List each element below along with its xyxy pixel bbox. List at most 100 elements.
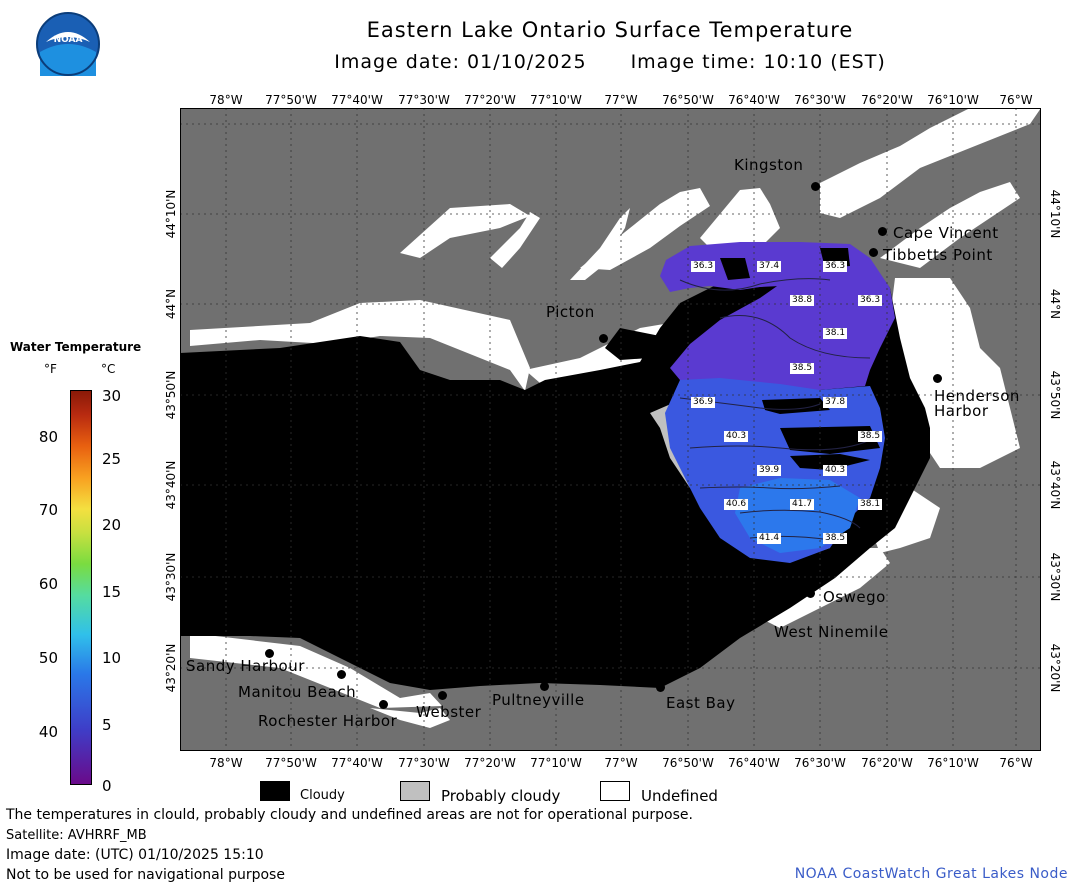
footer-credit: NOAA CoastWatch Great Lakes Node <box>794 866 1068 882</box>
place-label: Sandy Harbour <box>186 657 305 675</box>
place-label: Tibbetts Point <box>883 246 993 264</box>
lon-label-bottom: 78°W <box>209 756 243 770</box>
legend-label-undefined: Undefined <box>641 787 718 805</box>
place-label: Pultneyville <box>492 691 585 709</box>
lon-label-bottom: 77°30'W <box>398 756 450 770</box>
temp-reading: 41.4 <box>757 533 782 544</box>
lon-label-top: 76°50'W <box>662 93 714 107</box>
lat-label-left: 43°40'N <box>164 460 178 510</box>
lon-label-top: 77°40'W <box>331 93 383 107</box>
lake-map <box>180 108 1041 751</box>
svg-text:NOAA: NOAA <box>54 35 83 45</box>
place-dot <box>806 589 815 598</box>
lon-label-top: 77°30'W <box>398 93 450 107</box>
lon-label-top: 76°20'W <box>861 93 913 107</box>
temp-reading: 36.3 <box>823 261 848 272</box>
lon-label-bottom: 76°20'W <box>861 756 913 770</box>
lat-label-right: 43°40'N <box>1048 460 1062 510</box>
lon-label-top: 77°W <box>604 93 638 107</box>
footer-satellite: Satellite: AVHRRF_MB <box>6 828 147 843</box>
image-time: Image time: 10:10 (EST) <box>630 51 886 73</box>
place-label: East Bay <box>666 694 736 712</box>
place-label: Manitou Beach <box>238 683 357 701</box>
lat-label-right: 43°20'N <box>1048 643 1062 693</box>
lon-label-top: 76°10'W <box>927 93 979 107</box>
temp-reading: 38.1 <box>823 328 848 339</box>
temp-reading: 38.8 <box>790 295 815 306</box>
place-dot <box>337 670 346 679</box>
lon-label-bottom: 76°50'W <box>662 756 714 770</box>
colorbar-tick-c: 25 <box>102 450 122 468</box>
lon-label-top: 76°40'W <box>728 93 780 107</box>
place-dot <box>656 683 665 692</box>
place-label: Webster <box>416 703 482 721</box>
temp-reading: 37.8 <box>823 397 848 408</box>
legend-swatch-cloudy <box>260 781 290 801</box>
colorbar-tick-c: 5 <box>102 716 112 734</box>
temp-reading: 36.3 <box>691 261 716 272</box>
temp-reading: 38.1 <box>858 499 883 510</box>
temp-reading: 38.5 <box>790 363 815 374</box>
colorbar-unit-c: °C <box>101 362 116 376</box>
place-label: Rochester Harbor <box>258 712 398 730</box>
place-label: West Ninemile <box>774 623 889 641</box>
temp-reading: 40.3 <box>823 465 848 476</box>
temp-reading: 40.3 <box>724 431 749 442</box>
temp-reading: 37.4 <box>757 261 782 272</box>
lat-label-right: 44°N <box>1048 288 1062 320</box>
footer-disclaimer: The temperatures in clould, probably clo… <box>6 807 693 823</box>
place-dot <box>438 691 447 700</box>
place-dot <box>933 374 942 383</box>
temp-reading: 41.7 <box>790 499 815 510</box>
temp-reading: 38.5 <box>858 431 883 442</box>
place-dot <box>540 682 549 691</box>
map-subtitle: Image date: 01/10/2025 Image time: 10:10 … <box>180 51 1040 73</box>
temp-reading: 38.5 <box>823 533 848 544</box>
place-dot <box>265 649 274 658</box>
map-frame <box>180 108 1041 751</box>
place-dot <box>878 227 887 236</box>
temp-reading: 36.9 <box>691 397 716 408</box>
colorbar-tick-f: 70 <box>38 501 58 519</box>
colorbar-tick-c: 10 <box>102 649 122 667</box>
colorbar-unit-f: °F <box>44 362 57 376</box>
lon-label-bottom: 76°W <box>999 756 1033 770</box>
colorbar-tick-c: 30 <box>102 387 122 405</box>
lat-label-left: 43°30'N <box>164 552 178 602</box>
noaa-logo: NOAA <box>36 12 100 76</box>
colorbar-tick-f: 80 <box>38 428 58 446</box>
lon-label-top: 77°50'W <box>265 93 317 107</box>
lat-label-left: 43°20'N <box>164 643 178 693</box>
legend-label-probably-cloudy: Probably cloudy <box>441 787 561 805</box>
place-dot <box>599 334 608 343</box>
cloudy-bay <box>605 328 680 360</box>
lon-label-bottom: 77°W <box>604 756 638 770</box>
legend-swatch-undefined <box>600 781 630 801</box>
lon-label-bottom: 77°50'W <box>265 756 317 770</box>
lon-label-top: 77°20'W <box>464 93 516 107</box>
lon-label-bottom: 77°20'W <box>464 756 516 770</box>
place-dot <box>760 613 769 622</box>
lon-label-top: 76°30'W <box>794 93 846 107</box>
legend-label-cloudy: Cloudy <box>300 788 345 803</box>
lat-label-left: 44°N <box>164 288 178 320</box>
colorbar-tick-c: 15 <box>102 583 122 601</box>
footer-nav-warning: Not to be used for navigational purpose <box>6 867 285 883</box>
place-label: Kingston <box>734 156 804 174</box>
lon-label-top: 77°10'W <box>530 93 582 107</box>
lat-label-right: 43°50'N <box>1048 370 1062 420</box>
place-label: Henderson <box>934 387 1020 405</box>
colorbar-tick-f: 40 <box>38 723 58 741</box>
temp-reading: 36.3 <box>858 295 883 306</box>
colorbar-tick-f: 60 <box>38 575 58 593</box>
lon-label-bottom: 77°10'W <box>530 756 582 770</box>
lon-label-bottom: 77°40'W <box>331 756 383 770</box>
lon-label-bottom: 76°40'W <box>728 756 780 770</box>
lon-label-bottom: 76°30'W <box>794 756 846 770</box>
place-label: Oswego <box>823 588 886 606</box>
image-date: Image date: 01/10/2025 <box>334 51 587 73</box>
lon-label-top: 78°W <box>209 93 243 107</box>
place-dot <box>869 248 878 257</box>
colorbar <box>70 390 92 785</box>
lon-label-bottom: 76°10'W <box>927 756 979 770</box>
